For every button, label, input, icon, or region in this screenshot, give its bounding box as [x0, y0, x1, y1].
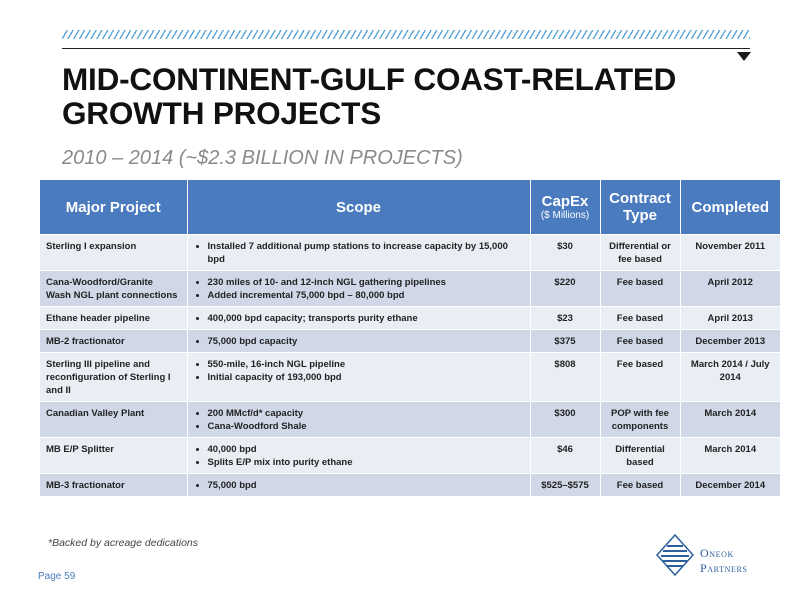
table-row: Sterling III pipeline and reconfiguratio…: [40, 352, 780, 402]
cell-scope: Installed 7 additional pump stations to …: [187, 234, 531, 271]
cell-scope: 75,000 bpd capacity: [187, 329, 531, 353]
cell-project: Sterling I expansion: [40, 234, 188, 271]
cell-contract-type: Fee based: [600, 473, 681, 496]
cell-capex: $46: [530, 437, 601, 474]
cell-contract-type: Fee based: [600, 329, 681, 353]
scope-item: 40,000 bpd: [208, 443, 524, 456]
cell-completed: December 2013: [680, 329, 780, 353]
scope-item: 75,000 bpd capacity: [208, 335, 524, 348]
down-triangle-icon: [737, 52, 751, 61]
cell-project: Ethane header pipeline: [40, 306, 188, 330]
page-title: MID-CONTINENT-GULF COAST-RELATED GROWTH …: [62, 62, 762, 130]
cell-contract-type: Differential based: [600, 437, 681, 474]
cell-completed: March 2014 / July 2014: [680, 352, 780, 402]
scope-list: 230 miles of 10- and 12-inch NGL gatheri…: [194, 276, 524, 302]
oneok-partners-logo: Oneok Partners: [656, 532, 768, 582]
scope-item: Cana-Woodford Shale: [208, 420, 524, 433]
cell-scope: 400,000 bpd capacity; transports purity …: [187, 306, 531, 330]
cell-scope: 40,000 bpdSplits E/P mix into purity eth…: [187, 437, 531, 474]
cell-project: MB-3 fractionator: [40, 473, 188, 496]
scope-list: Installed 7 additional pump stations to …: [194, 240, 524, 266]
cell-project: Cana-Woodford/Granite Wash NGL plant con…: [40, 270, 188, 307]
cell-capex: $30: [530, 234, 601, 271]
cell-contract-type: POP with fee components: [600, 401, 681, 438]
scope-list: 400,000 bpd capacity; transports purity …: [194, 312, 524, 325]
scope-item: 75,000 bpd: [208, 479, 524, 492]
table-row: MB-3 fractionator 75,000 bpd $525–$575Fee …: [40, 473, 780, 496]
cell-completed: April 2013: [680, 306, 780, 330]
footnote: *Backed by acreage dedications: [48, 537, 199, 549]
cell-contract-type: Differential or fee based: [600, 234, 681, 271]
cell-contract-type: Fee based: [600, 352, 681, 402]
cell-project: MB E/P Splitter: [40, 437, 188, 474]
header-contract-type: Contract Type: [600, 180, 681, 235]
scope-item: 200 MMcf/d* capacity: [208, 407, 524, 420]
scope-item: Initial capacity of 193,000 bpd: [208, 371, 524, 384]
cell-completed: March 2014: [680, 437, 780, 474]
scope-item: Added incremental 75,000 bpd – 80,000 bp…: [208, 289, 524, 302]
scope-item: Installed 7 additional pump stations to …: [208, 240, 524, 266]
cell-completed: December 2014: [680, 473, 780, 496]
table-header-row: Major Project Scope CapEx ($ Millions) C…: [40, 180, 780, 235]
page-subtitle: 2010 – 2014 (~$2.3 BILLION IN PROJECTS): [62, 147, 463, 169]
header-contract-line1: Contract: [609, 190, 671, 207]
cell-contract-type: Fee based: [600, 306, 681, 330]
logo-text: Oneok Partners: [700, 546, 747, 576]
cell-project: Sterling III pipeline and reconfiguratio…: [40, 352, 188, 402]
logo-line-2: Partners: [700, 561, 748, 575]
table-row: Ethane header pipeline 400,000 bpd capaci…: [40, 306, 780, 330]
title-line-1: MID-CONTINENT-GULF COAST-RELATED: [62, 61, 677, 97]
table-body: Sterling I expansion Installed 7 addition…: [40, 234, 780, 496]
cell-scope: 200 MMcf/d* capacityCana-Woodford Shale: [187, 401, 531, 438]
header-contract-line2: Type: [623, 207, 657, 224]
title-line-2: GROWTH PROJECTS: [62, 95, 382, 131]
logo-line-1: Oneok: [700, 546, 734, 560]
scope-item: 230 miles of 10- and 12-inch NGL gatheri…: [208, 276, 524, 289]
cell-capex: $375: [530, 329, 601, 353]
cell-capex: $300: [530, 401, 601, 438]
decorative-hatch-band: [62, 30, 750, 39]
cell-completed: March 2014: [680, 401, 780, 438]
header-rule: [62, 48, 750, 49]
cell-capex: $23: [530, 306, 601, 330]
cell-completed: November 2011: [680, 234, 780, 271]
projects-table: Major Project Scope CapEx ($ Millions) C…: [40, 180, 780, 496]
header-scope: Scope: [187, 180, 531, 235]
cell-contract-type: Fee based: [600, 270, 681, 307]
scope-item: 550-mile, 16-inch NGL pipeline: [208, 358, 524, 371]
table-row: Sterling I expansion Installed 7 addition…: [40, 234, 780, 271]
scope-item: Splits E/P mix into purity ethane: [208, 456, 524, 469]
page-number: Page 59: [38, 571, 76, 582]
cell-capex: $220: [530, 270, 601, 307]
table-row: MB E/P Splitter40,000 bpdSplits E/P mix …: [40, 437, 780, 474]
cell-completed: April 2012: [680, 270, 780, 307]
table-row: Cana-Woodford/Granite Wash NGL plant con…: [40, 270, 780, 307]
cell-scope: 75,000 bpd: [187, 473, 531, 496]
cell-project: Canadian Valley Plant: [40, 401, 188, 438]
table-row: Canadian Valley Plant200 MMcf/d* capacit…: [40, 401, 780, 438]
scope-list: 75,000 bpd: [194, 479, 524, 492]
cell-project: MB-2 fractionator: [40, 329, 188, 353]
header-capex-unit: ($ Millions): [540, 209, 590, 221]
cell-scope: 550-mile, 16-inch NGL pipelineInitial ca…: [187, 352, 531, 402]
scope-item: 400,000 bpd capacity; transports purity …: [208, 312, 524, 325]
header-capex: CapEx ($ Millions): [530, 180, 601, 235]
cell-capex: $808: [530, 352, 601, 402]
scope-list: 75,000 bpd capacity: [194, 335, 524, 348]
header-major-project: Major Project: [40, 180, 188, 235]
cell-scope: 230 miles of 10- and 12-inch NGL gatheri…: [187, 270, 531, 307]
scope-list: 200 MMcf/d* capacityCana-Woodford Shale: [194, 407, 524, 433]
header-completed: Completed: [680, 180, 780, 235]
table-row: MB-2 fractionator 75,000 bpd capacity $375…: [40, 329, 780, 353]
scope-list: 40,000 bpdSplits E/P mix into purity eth…: [194, 443, 524, 469]
cell-capex: $525–$575: [530, 473, 601, 496]
scope-list: 550-mile, 16-inch NGL pipelineInitial ca…: [194, 358, 524, 384]
header-capex-label: CapEx: [541, 192, 589, 210]
oneok-diamond-logo-icon: [656, 534, 694, 576]
